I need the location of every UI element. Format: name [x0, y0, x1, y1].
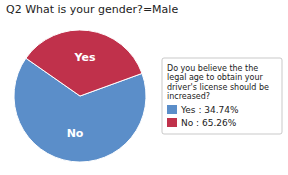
- slice-label: No: [67, 127, 84, 140]
- legend: Do you believe the thelegal age to obtai…: [162, 58, 282, 134]
- legend-title: Do you believe the thelegal age to obtai…: [167, 64, 269, 102]
- legend-swatch: [167, 105, 177, 114]
- chart: Q2 What is your gender?=Male No Yes Do you …: [0, 0, 288, 175]
- pie-slice: [26, 30, 142, 96]
- legend-label: No : 65.26%: [181, 118, 237, 128]
- legend-swatch: [167, 118, 177, 127]
- legend-frame: [162, 58, 282, 134]
- legend-label: Yes : 34.74%: [180, 105, 239, 115]
- title: Q2 What is your gender?=Male: [6, 3, 178, 16]
- slice-label: Yes: [73, 51, 95, 64]
